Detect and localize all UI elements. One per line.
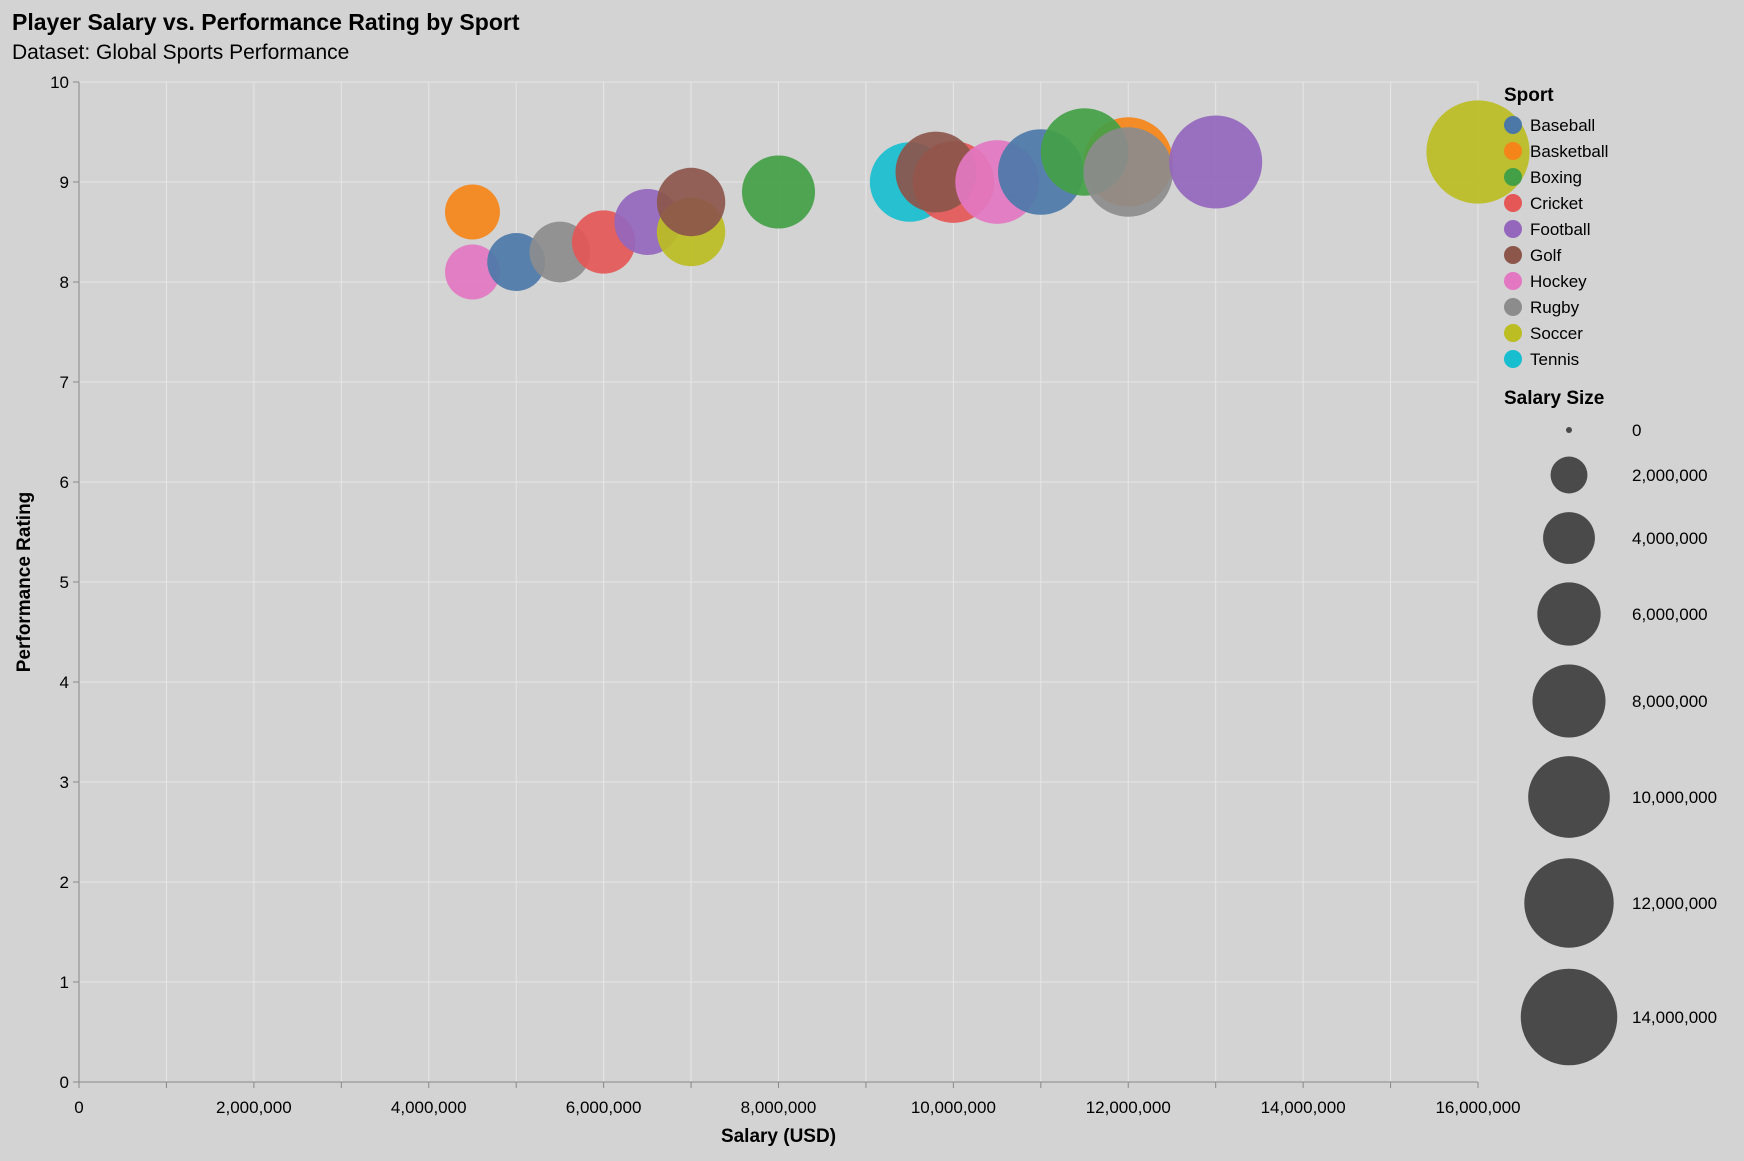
x-tick-label: 12,000,000 [1086,1098,1171,1117]
size-legend-circle [1537,582,1601,646]
data-point-football [1169,115,1263,209]
y-tick-label: 0 [60,1073,69,1092]
legend-label-golf: Golf [1530,246,1561,265]
chart-title: Player Salary vs. Performance Rating by … [12,9,520,35]
legend-label-rugby: Rugby [1530,298,1580,317]
x-axis-title: Salary (USD) [721,1126,836,1147]
legend-swatch-rugby [1504,298,1522,316]
data-point-soccer [1426,100,1530,204]
legend-label-cricket: Cricket [1530,194,1583,213]
legend-swatch-baseball [1504,116,1522,134]
size-legend-label: 6,000,000 [1632,605,1708,624]
size-legend-circle [1528,756,1610,838]
y-tick-label: 2 [60,873,69,892]
data-point-basketball [444,184,500,240]
legend-label-football: Football [1530,220,1590,239]
size-legend-label: 0 [1632,421,1641,440]
legend-swatch-hockey [1504,272,1522,290]
legend-label-basketball: Basketball [1530,142,1608,161]
size-legend-label: 8,000,000 [1632,692,1708,711]
legend-label-soccer: Soccer [1530,324,1583,343]
size-legend-label: 10,000,000 [1632,788,1717,807]
y-tick-label: 4 [60,673,69,692]
size-legend-entries: 0 2,000,000 4,000,000 6,000,000 8,000,000 10,… [1520,421,1717,1066]
y-tick-label: 7 [60,373,69,392]
size-legend-title: Salary Size [1504,388,1604,409]
y-tick-label: 6 [60,473,69,492]
x-tick-label: 10,000,000 [911,1098,996,1117]
legend-swatch-cricket [1504,194,1522,212]
size-legend-circle [1543,512,1595,564]
x-tick-label: 16,000,000 [1435,1098,1520,1117]
size-legend-label: 2,000,000 [1632,466,1708,485]
size-legend-circle [1566,427,1572,433]
data-point-hockey [444,244,500,300]
legend-swatch-boxing [1504,168,1522,186]
legend-label-baseball: Baseball [1530,116,1595,135]
y-tick-label: 10 [50,73,69,92]
data-point-golf [656,167,726,237]
legend-swatch-golf [1504,246,1522,264]
x-tick-label: 2,000,000 [216,1098,292,1117]
color-legend-entries: Baseball Basketball Boxing Cricket Football G… [1504,116,1608,369]
legend-swatch-soccer [1504,324,1522,342]
x-tick-label: 14,000,000 [1261,1098,1346,1117]
y-axis-title: Performance Rating [14,492,35,673]
chart-subtitle: Dataset: Global Sports Performance [12,41,349,64]
color-legend-title: Sport [1504,85,1554,106]
size-legend-label: 4,000,000 [1632,529,1708,548]
legend-swatch-football [1504,220,1522,238]
y-tick-label: 3 [60,773,69,792]
legend-swatch-basketball [1504,142,1522,160]
legend: Sport Baseball Basketball Boxing Cricket Foo… [1504,85,1717,1066]
legend-swatch-tennis [1504,350,1522,368]
size-legend-label: 12,000,000 [1632,894,1717,913]
data-point-rugby [1083,127,1173,217]
legend-label-boxing: Boxing [1530,168,1582,187]
x-tick-label: 0 [74,1098,83,1117]
data-points [444,100,1530,300]
data-point-golf [895,131,977,213]
y-tick-label: 9 [60,173,69,192]
y-tick-label: 8 [60,273,69,292]
grid-lines [78,81,1479,1083]
x-tick-label: 6,000,000 [566,1098,642,1117]
size-legend-circle [1532,664,1606,738]
size-legend-circle [1550,456,1588,494]
y-tick-label: 1 [60,973,69,992]
legend-label-tennis: Tennis [1530,350,1579,369]
axes: 0 1 2 3 4 5 6 7 8 9 10 0 2,000,000 4,000,000 6,000,000… [50,73,1520,1117]
legend-label-hockey: Hockey [1530,272,1587,291]
x-tick-label: 8,000,000 [741,1098,817,1117]
data-point-boxing [741,155,816,229]
x-tick-label: 4,000,000 [391,1098,467,1117]
size-legend-circle [1524,858,1614,948]
size-legend-circle [1520,968,1618,1066]
y-tick-label: 5 [60,573,69,592]
size-legend-label: 14,000,000 [1632,1008,1717,1027]
